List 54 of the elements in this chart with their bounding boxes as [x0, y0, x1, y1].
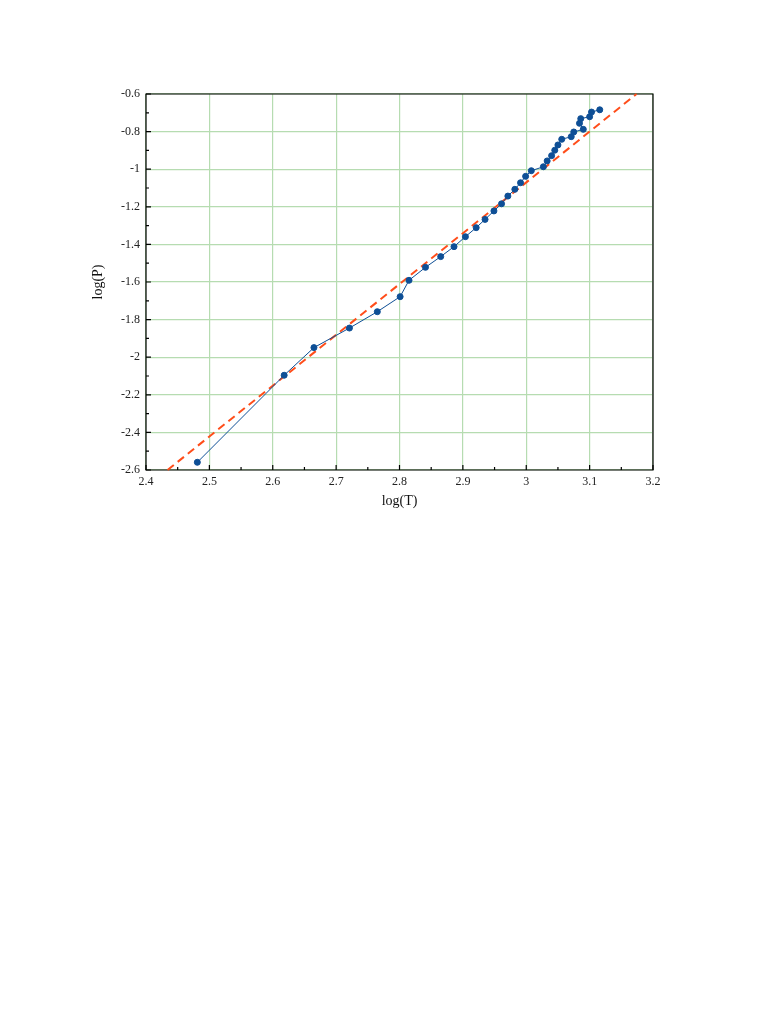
- y-tick-label: -1.2: [121, 198, 140, 213]
- point: [588, 108, 596, 116]
- x-tick-label: 3: [523, 474, 530, 489]
- x-tick-label: 2.8: [392, 474, 407, 489]
- point: [504, 192, 512, 200]
- point: [450, 243, 458, 251]
- point: [579, 125, 587, 133]
- x-tick-label: 3.1: [582, 474, 598, 489]
- point: [461, 233, 469, 241]
- point: [345, 324, 353, 332]
- y-axis-title: log(P): [90, 264, 107, 300]
- y-tick-label: -2.2: [121, 386, 140, 401]
- point: [373, 308, 381, 316]
- point: [472, 224, 480, 232]
- point: [396, 293, 404, 301]
- y-tick-label: -1: [130, 161, 140, 176]
- x-tick-label: 2.9: [455, 474, 471, 489]
- x-tick-label: 2.6: [265, 474, 281, 489]
- point: [498, 200, 506, 208]
- y-tick-label: -0.6: [121, 86, 140, 101]
- x-tick-label: 2.4: [138, 474, 154, 489]
- x-axis-title: log(T): [381, 493, 418, 510]
- x-tick-label: 3.2: [645, 474, 661, 489]
- point: [481, 215, 489, 223]
- point: [421, 263, 429, 271]
- point: [437, 253, 445, 261]
- x-tick-label: 2.7: [328, 474, 344, 489]
- y-tick-label: -1.6: [121, 274, 140, 289]
- point: [522, 172, 530, 180]
- point: [280, 371, 288, 379]
- point: [517, 179, 525, 187]
- point: [405, 276, 413, 284]
- point: [548, 152, 556, 160]
- y-tick-label: -1.8: [121, 311, 140, 326]
- point: [554, 141, 562, 149]
- point: [577, 115, 585, 123]
- y-tick-label: -2.6: [121, 462, 140, 477]
- point: [511, 185, 519, 193]
- point: [310, 344, 318, 352]
- point: [527, 167, 535, 175]
- y-tick-label: -2: [130, 349, 140, 364]
- point: [551, 146, 559, 154]
- y-tick-label: -1.4: [121, 236, 140, 251]
- point: [558, 135, 566, 143]
- point: [539, 163, 547, 171]
- point: [567, 133, 575, 141]
- point: [570, 128, 578, 136]
- x-tick-label: 2.5: [201, 474, 217, 489]
- point: [490, 207, 498, 215]
- y-tick-label: -2.4: [121, 424, 140, 439]
- point: [543, 157, 551, 165]
- point: [596, 106, 604, 114]
- y-tick-label: -0.8: [121, 123, 140, 138]
- point: [193, 458, 201, 466]
